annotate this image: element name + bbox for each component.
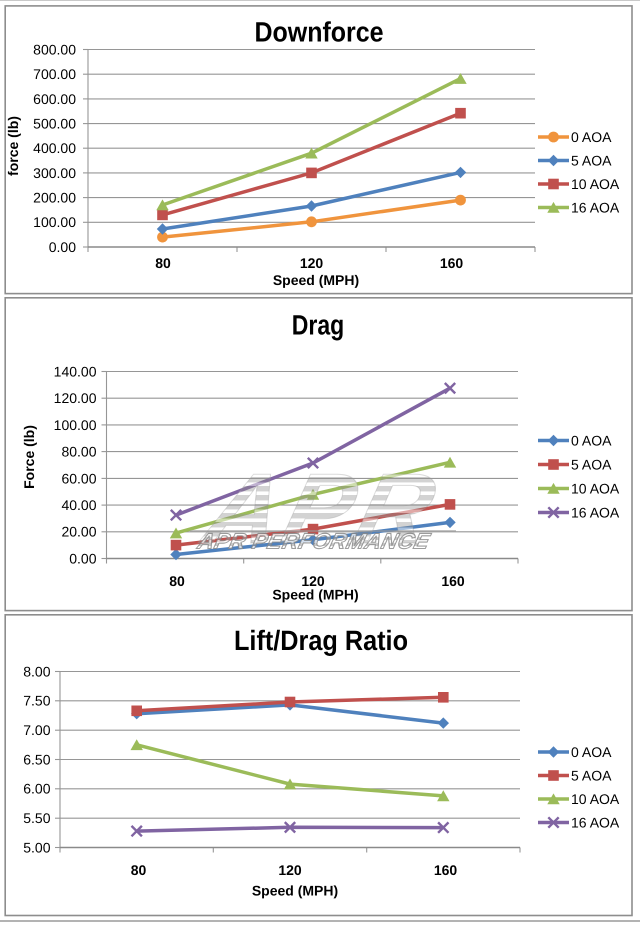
svg-text:Speed (MPH): Speed (MPH) <box>252 883 338 899</box>
svg-text:300.00: 300.00 <box>33 165 76 181</box>
svg-text:force (lb): force (lb) <box>5 116 21 176</box>
svg-text:60.00: 60.00 <box>61 470 96 486</box>
svg-text:Speed (MPH): Speed (MPH) <box>273 272 359 288</box>
svg-text:80: 80 <box>131 862 147 878</box>
svg-text:7.50: 7.50 <box>23 693 50 709</box>
svg-text:5 AOA: 5 AOA <box>571 153 612 169</box>
svg-text:160: 160 <box>440 255 464 271</box>
svg-text:80: 80 <box>169 573 185 589</box>
svg-text:Lift/Drag Ratio: Lift/Drag Ratio <box>234 625 408 656</box>
svg-text:Speed (MPH): Speed (MPH) <box>272 587 358 603</box>
svg-text:40.00: 40.00 <box>61 497 96 513</box>
svg-text:10 AOA: 10 AOA <box>571 791 620 807</box>
svg-text:80: 80 <box>155 255 171 271</box>
svg-text:16 AOA: 16 AOA <box>571 815 620 831</box>
svg-text:120: 120 <box>300 255 324 271</box>
svg-text:0 AOA: 0 AOA <box>571 744 612 760</box>
svg-text:5.50: 5.50 <box>23 810 50 826</box>
svg-text:7.00: 7.00 <box>23 722 50 738</box>
svg-text:APR PERFORMANCE: APR PERFORMANCE <box>195 529 434 554</box>
svg-text:120: 120 <box>301 573 325 589</box>
svg-text:5 AOA: 5 AOA <box>571 457 612 473</box>
svg-text:0.00: 0.00 <box>49 239 76 255</box>
svg-text:0 AOA: 0 AOA <box>571 129 612 145</box>
svg-text:100.00: 100.00 <box>54 417 97 433</box>
svg-text:100.00: 100.00 <box>33 214 76 230</box>
svg-text:16 AOA: 16 AOA <box>571 505 620 521</box>
svg-text:140.00: 140.00 <box>54 363 97 379</box>
svg-text:5.00: 5.00 <box>23 839 50 855</box>
svg-text:Drag: Drag <box>292 310 345 341</box>
svg-text:0.00: 0.00 <box>69 550 96 566</box>
svg-text:400.00: 400.00 <box>33 140 76 156</box>
svg-text:120.00: 120.00 <box>54 390 97 406</box>
svg-text:6.00: 6.00 <box>23 781 50 797</box>
svg-text:800.00: 800.00 <box>33 41 76 57</box>
svg-text:5 AOA: 5 AOA <box>571 768 612 784</box>
svg-text:Force (lb): Force (lb) <box>21 425 37 489</box>
svg-text:8.00: 8.00 <box>23 663 50 679</box>
svg-text:160: 160 <box>441 573 465 589</box>
svg-text:10 AOA: 10 AOA <box>571 481 620 497</box>
svg-text:Downforce: Downforce <box>255 17 384 48</box>
svg-text:700.00: 700.00 <box>33 66 76 82</box>
svg-text:160: 160 <box>434 862 458 878</box>
svg-text:6.50: 6.50 <box>23 751 50 767</box>
svg-text:20.00: 20.00 <box>61 524 96 540</box>
svg-text:200.00: 200.00 <box>33 190 76 206</box>
svg-text:APR: APR <box>192 453 452 565</box>
svg-text:500.00: 500.00 <box>33 116 76 132</box>
svg-text:80.00: 80.00 <box>61 444 96 460</box>
svg-text:0 AOA: 0 AOA <box>571 433 612 449</box>
svg-text:10 AOA: 10 AOA <box>571 176 620 192</box>
svg-text:120: 120 <box>278 862 302 878</box>
svg-text:600.00: 600.00 <box>33 91 76 107</box>
svg-text:16 AOA: 16 AOA <box>571 200 620 216</box>
